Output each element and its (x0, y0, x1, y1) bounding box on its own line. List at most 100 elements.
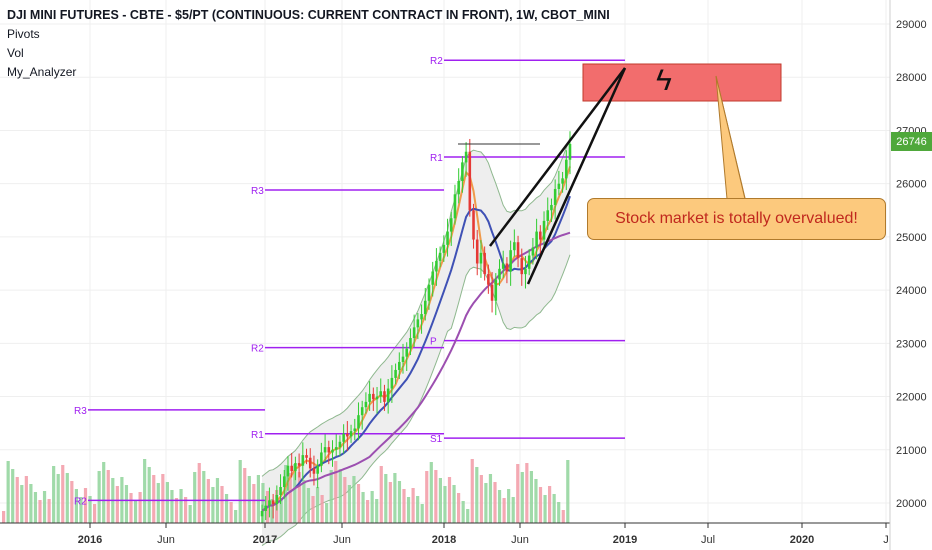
candle-body (494, 279, 498, 301)
volume-bar (429, 462, 433, 523)
volume-bar (152, 475, 156, 523)
volume-bar (493, 482, 497, 523)
volume-bar (352, 476, 356, 523)
candle-body (290, 465, 293, 472)
volume-bar (534, 479, 538, 523)
candle-body (420, 314, 423, 320)
candle-body (416, 319, 420, 328)
candle-body (472, 210, 475, 240)
candle-body (468, 151, 472, 211)
indicator-pivots[interactable]: Pivots (7, 27, 40, 41)
candle-body (546, 210, 550, 221)
volume-bar (165, 482, 169, 523)
indicator-analyzer[interactable]: My_Analyzer (7, 65, 77, 79)
candle-body (409, 338, 412, 349)
x-tick-label: 2020 (790, 534, 814, 546)
volume-bar (29, 484, 33, 523)
candle-body (557, 183, 561, 189)
volume-bar (397, 481, 402, 523)
pivot-label: R2 (74, 496, 87, 507)
candle-body (405, 348, 409, 357)
candle-body (286, 465, 290, 477)
volume-bar (252, 484, 256, 523)
pivot-label: R2 (251, 344, 264, 355)
candle-body (327, 447, 331, 453)
volume-bar (502, 498, 506, 523)
candle-body (323, 447, 327, 453)
candle-body (490, 284, 494, 301)
volume-bar (548, 486, 552, 523)
annotation-callout[interactable]: Stock market is totally overvalued! (587, 198, 886, 240)
x-tick-label: Jun (511, 534, 529, 546)
volume-bar (74, 489, 78, 523)
candle-body (305, 455, 308, 458)
volume-bar (338, 469, 342, 523)
volume-bar (288, 473, 292, 523)
pivot-label: R3 (74, 406, 87, 417)
candle-body (464, 151, 468, 163)
drawings (0, 0, 891, 550)
volume-bar (461, 501, 465, 523)
volume-bar (416, 496, 420, 523)
volume-bar (406, 497, 411, 523)
volume-bar (174, 498, 179, 523)
volume-bar (466, 509, 470, 523)
x-tick-label: Jun (333, 534, 351, 546)
volume-bar (47, 499, 51, 523)
volume-bar (315, 487, 320, 523)
x-axis-ticks: 2016 Jun 2017 Jun 2018 Jun 2019 Jul 2020 J (78, 523, 889, 546)
volume-bar (447, 477, 452, 523)
volume-bar (470, 459, 474, 523)
volume-bar (375, 499, 379, 523)
candle-body (513, 242, 516, 251)
candle-body (453, 194, 457, 219)
volume-bar (525, 463, 529, 523)
candle-body (461, 162, 464, 182)
volume-bar (170, 490, 174, 523)
candle-body (509, 250, 512, 272)
volume-bar (133, 501, 138, 523)
candle-body (357, 415, 360, 429)
volume-bar (366, 500, 370, 523)
candle-body (524, 268, 527, 275)
y-tick-label: 28000 (896, 72, 927, 84)
candle-body (498, 268, 501, 280)
volume-bar (284, 465, 288, 523)
volume-bar (143, 459, 147, 523)
volume-bar (370, 491, 374, 523)
volume-bar (411, 488, 415, 523)
volume-bar (306, 488, 311, 523)
candle-body (553, 188, 557, 205)
volume-bar (83, 488, 88, 523)
volume-bar (33, 492, 38, 523)
candle-body (423, 300, 427, 315)
candle-body (294, 463, 297, 472)
volume-bar (42, 491, 47, 523)
candle-body (390, 377, 394, 389)
chart-legend: DJI MINI FUTURES - CBTE - $5/PT (CONTINU… (7, 6, 610, 82)
candle-body (501, 263, 505, 269)
candle-body (349, 431, 353, 437)
candle-body (449, 218, 453, 232)
candle-body (394, 369, 397, 378)
candle-body (539, 231, 542, 240)
volume-bar (457, 493, 461, 523)
volume-bar (129, 493, 133, 523)
volume-bar (38, 500, 42, 523)
candle-body (268, 500, 271, 506)
y-tick-label: 21000 (896, 445, 927, 457)
volume-bar (243, 468, 247, 523)
candle-body (372, 393, 375, 400)
pivot-label: R2 (430, 56, 443, 67)
pivot-label: R1 (251, 430, 264, 441)
candle-body (483, 252, 486, 275)
volume-bar (61, 465, 65, 523)
volume-bar (234, 510, 238, 523)
indicator-vol[interactable]: Vol (7, 46, 24, 60)
candle-body (353, 428, 357, 432)
volume-bar (238, 460, 242, 523)
volume-bar (452, 485, 456, 523)
volume-bar (197, 463, 201, 523)
candle-body (308, 457, 312, 469)
